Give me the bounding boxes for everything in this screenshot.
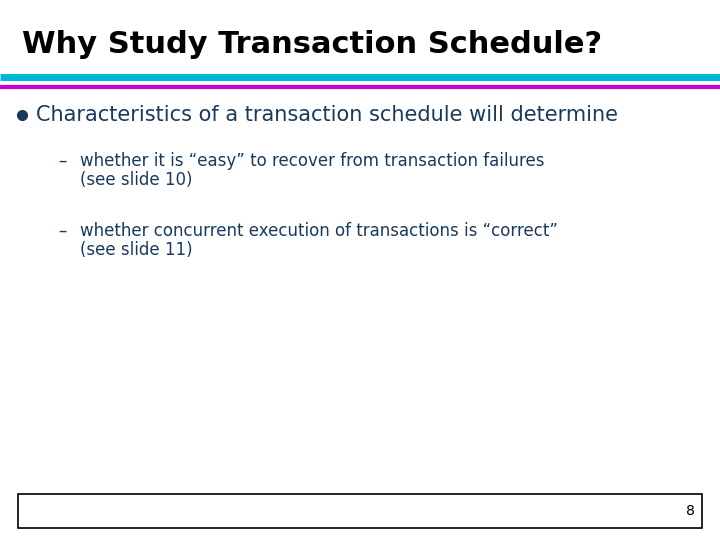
Text: whether it is “easy” to recover from transaction failures: whether it is “easy” to recover from tra…: [80, 152, 544, 170]
Text: –: –: [58, 152, 66, 170]
Text: (see slide 10): (see slide 10): [80, 171, 192, 189]
Text: Why Study Transaction Schedule?: Why Study Transaction Schedule?: [22, 30, 602, 59]
Text: Characteristics of a transaction schedule will determine: Characteristics of a transaction schedul…: [36, 105, 618, 125]
Text: whether concurrent execution of transactions is “correct”: whether concurrent execution of transact…: [80, 222, 558, 240]
Text: (see slide 11): (see slide 11): [80, 241, 193, 259]
FancyBboxPatch shape: [18, 494, 702, 528]
Text: –: –: [58, 222, 66, 240]
Text: 8: 8: [686, 504, 695, 518]
